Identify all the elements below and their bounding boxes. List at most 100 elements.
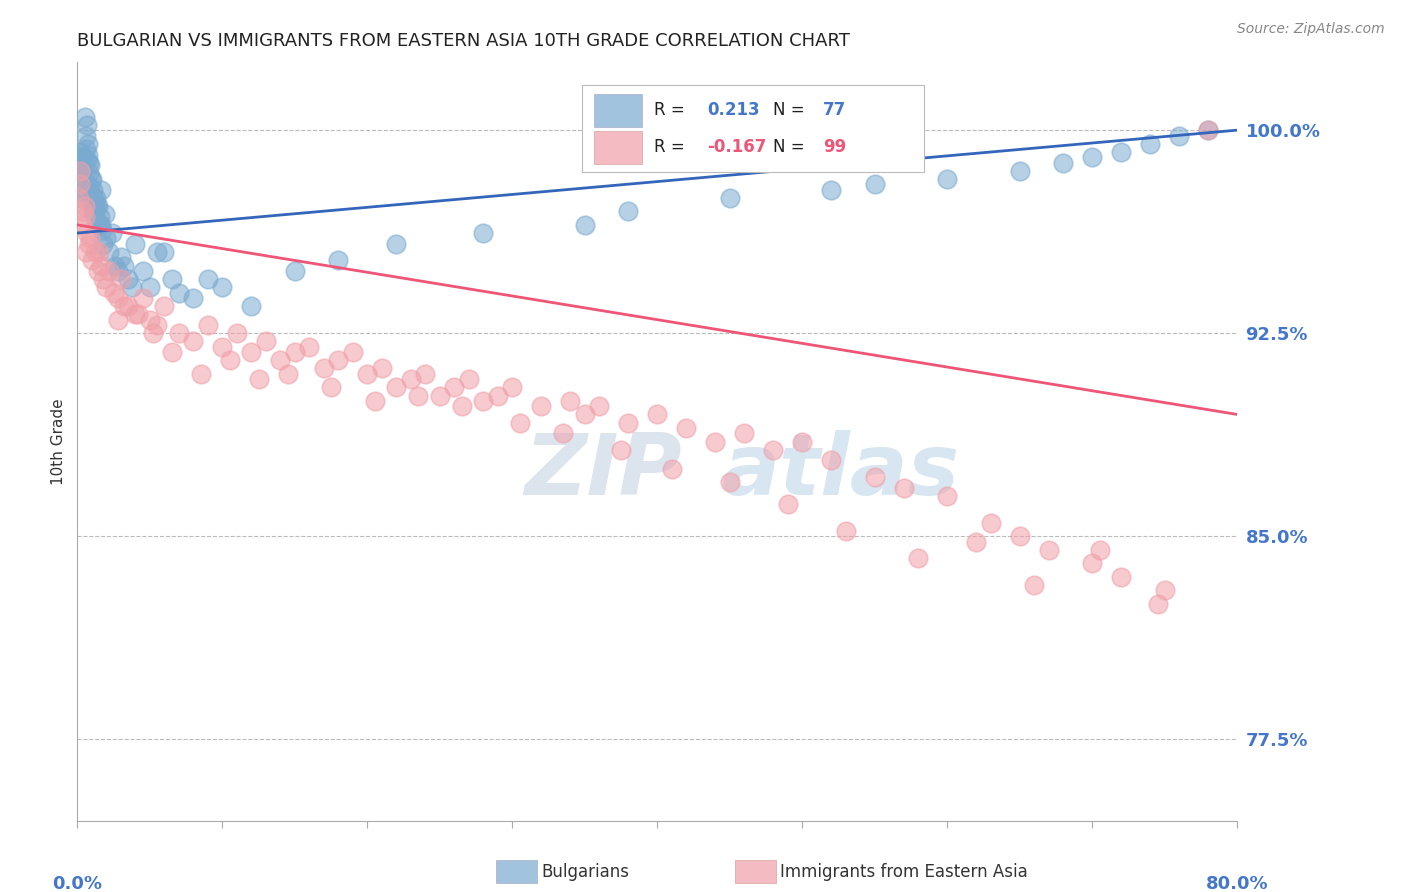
Point (79, 172, 101, 186)
Point (298, 340, 321, 354)
Text: 0.213: 0.213 (707, 101, 759, 120)
Point (1052, 155, 1074, 169)
Point (190, 367, 212, 381)
Point (72, 204, 94, 219)
Point (183, 334, 205, 349)
Point (131, 264, 153, 278)
Point (472, 226, 495, 240)
Point (142, 326, 165, 341)
Point (117, 272, 139, 286)
Point (1081, 150, 1104, 164)
Text: Bulgarians: Bulgarians (541, 863, 630, 881)
Point (443, 380, 465, 394)
Point (1008, 163, 1031, 178)
Point (72, 150, 94, 164)
Point (936, 489, 959, 503)
Point (277, 367, 299, 381)
Point (312, 361, 335, 376)
Text: atlas: atlas (721, 430, 959, 514)
Point (486, 388, 509, 402)
Text: BULGARIAN VS IMMIGRANTS FROM EASTERN ASIA 10TH GRADE CORRELATION CHART: BULGARIAN VS IMMIGRANTS FROM EASTERN ASI… (77, 32, 851, 50)
Point (80, 253, 103, 268)
Point (1146, 597, 1168, 611)
Point (907, 551, 929, 566)
Point (89, 210, 111, 224)
Point (104, 259, 127, 273)
Point (107, 312, 129, 326)
Point (77, 166, 100, 180)
Text: Immigrants from Eastern Asia: Immigrants from Eastern Asia (780, 863, 1028, 881)
Point (647, 408, 669, 422)
Point (67, 150, 90, 164)
Point (87, 218, 110, 232)
Point (1008, 529, 1031, 543)
Point (75, 110, 97, 124)
Point (124, 236, 146, 251)
Text: Source: ZipAtlas.com: Source: ZipAtlas.com (1237, 22, 1385, 37)
Point (509, 416, 531, 430)
Point (356, 367, 378, 381)
Point (661, 461, 683, 475)
Point (240, 299, 263, 313)
Point (776, 497, 799, 511)
Point (247, 372, 270, 386)
Point (733, 426, 755, 441)
Point (117, 299, 139, 313)
Point (94, 207, 117, 221)
Point (762, 442, 785, 457)
FancyBboxPatch shape (593, 130, 643, 164)
Point (79, 158, 101, 172)
Point (79, 231, 101, 245)
Text: ZIP: ZIP (524, 430, 682, 514)
Point (211, 340, 233, 354)
Point (139, 312, 162, 326)
Point (112, 259, 135, 273)
Text: N =: N = (773, 138, 804, 156)
Point (80, 196, 103, 211)
Point (75, 175, 97, 189)
Text: 99: 99 (823, 138, 846, 156)
Text: R =: R = (654, 101, 685, 120)
Point (936, 172, 959, 186)
Point (530, 400, 553, 414)
Y-axis label: 10th Grade: 10th Grade (51, 398, 66, 485)
Point (363, 393, 385, 408)
Point (69, 163, 91, 178)
Point (86, 199, 108, 213)
Point (328, 353, 350, 368)
Point (86, 264, 108, 278)
Text: -0.167: -0.167 (707, 138, 766, 156)
Point (429, 388, 451, 402)
Point (820, 453, 842, 467)
Point (328, 253, 350, 268)
Point (1088, 542, 1111, 557)
Point (269, 353, 291, 368)
Point (1197, 123, 1219, 137)
Point (284, 264, 307, 278)
Point (90, 218, 112, 232)
Point (77, 236, 100, 251)
Point (1139, 136, 1161, 151)
Point (167, 285, 190, 300)
Point (69, 163, 91, 178)
Point (83, 210, 105, 224)
Point (70, 155, 93, 169)
Point (76, 136, 98, 151)
Point (76, 188, 98, 202)
Point (551, 426, 574, 441)
Point (450, 400, 472, 414)
Point (69, 178, 91, 192)
Point (86, 199, 108, 213)
Point (75, 128, 97, 143)
Point (718, 475, 741, 490)
Point (110, 251, 132, 265)
Point (1038, 542, 1060, 557)
Point (70, 218, 93, 232)
Point (574, 408, 596, 422)
Point (112, 299, 135, 313)
Point (75, 245, 97, 260)
Point (101, 226, 124, 240)
Point (73, 210, 96, 224)
Point (1168, 128, 1191, 143)
Text: R =: R = (654, 138, 685, 156)
